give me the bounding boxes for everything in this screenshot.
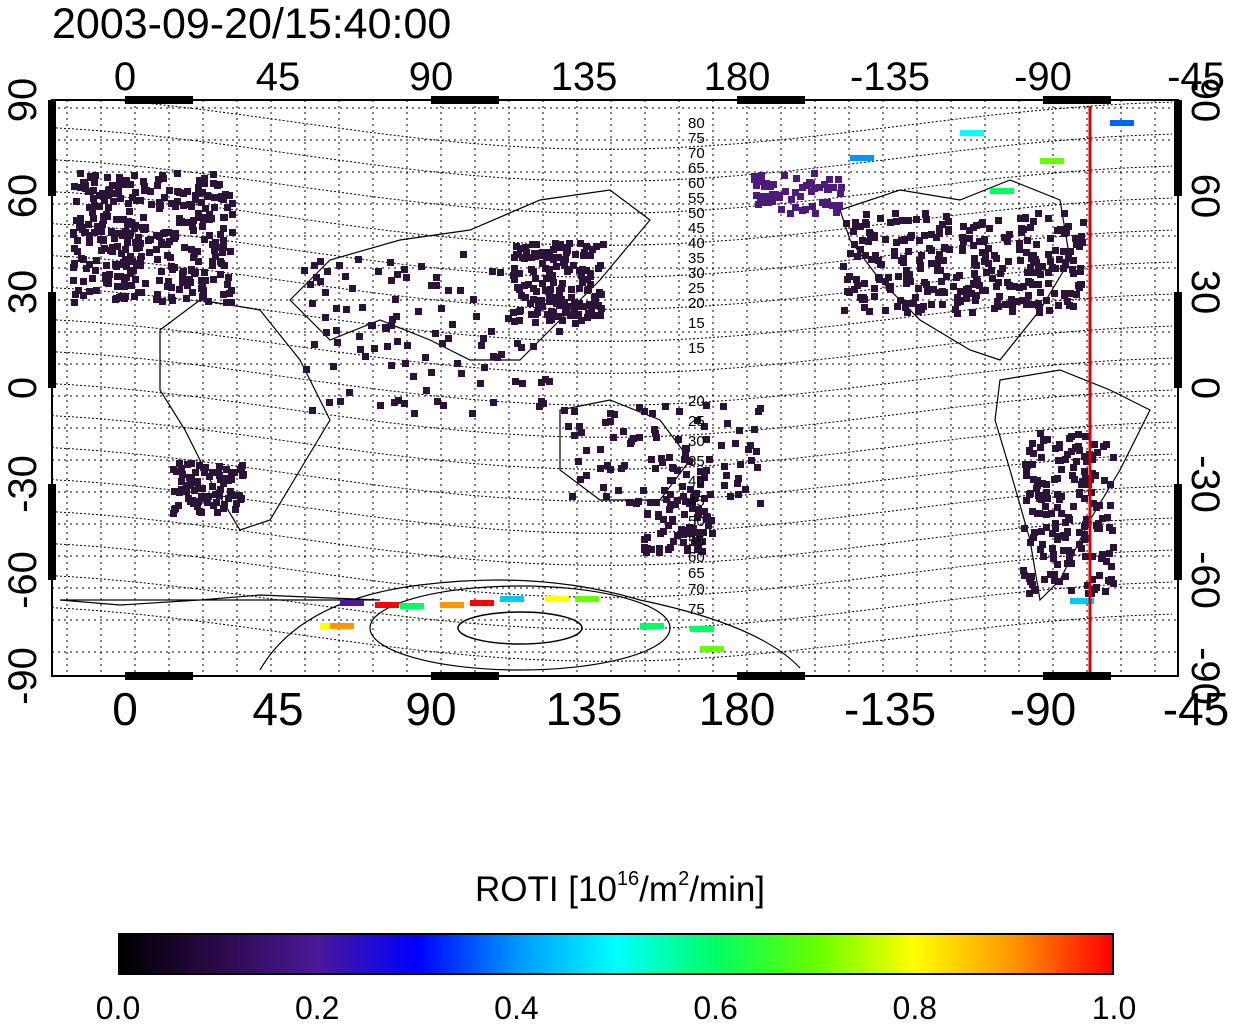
- right-lat-tick: -30: [1183, 455, 1227, 513]
- axis-tick-labels: 0045459090135135180180-135-135-90-90-45-…: [1, 55, 1229, 735]
- magnetic-latitude-contours: [52, 100, 1173, 671]
- top-lon-tick: -135: [850, 55, 930, 99]
- left-lat-tick: -30: [1, 455, 45, 513]
- svg-text:65: 65: [688, 160, 705, 177]
- svg-text:45: 45: [688, 220, 705, 237]
- svg-text:15: 15: [688, 340, 705, 357]
- right-lat-tick: 30: [1183, 270, 1227, 315]
- svg-text:70: 70: [688, 581, 705, 598]
- colorbar-tick-label: 0.0: [95, 990, 141, 1026]
- left-lat-tick: 90: [1, 78, 45, 123]
- top-lon-tick: -90: [1014, 55, 1072, 99]
- colorbar-tick-label: 0.8: [892, 990, 938, 1026]
- svg-text:50: 50: [688, 205, 705, 222]
- svg-text:35: 35: [688, 250, 705, 267]
- svg-text:50: 50: [688, 513, 705, 530]
- colorbar-title: ROTI [1016/m2/min]: [474, 868, 766, 909]
- colorbar-tick-label: 0.4: [494, 990, 539, 1026]
- svg-text:45: 45: [688, 493, 705, 510]
- left-lat-tick: 0: [1, 377, 45, 399]
- top-lon-tick: 90: [409, 55, 454, 99]
- right-lat-tick: -60: [1183, 551, 1227, 609]
- right-lat-tick: -90: [1183, 647, 1227, 705]
- svg-text:55: 55: [688, 533, 705, 550]
- svg-text:65: 65: [688, 565, 705, 582]
- contour-labels: 8075706560555045403530252015152025303540…: [688, 115, 705, 618]
- svg-text:80: 80: [688, 115, 705, 132]
- svg-text:60: 60: [688, 549, 705, 566]
- svg-text:60: 60: [688, 175, 705, 192]
- svg-text:70: 70: [688, 145, 705, 162]
- right-lat-tick: 0: [1183, 377, 1227, 399]
- bottom-lon-tick: -45: [1163, 683, 1229, 735]
- svg-text:55: 55: [688, 190, 705, 207]
- top-lon-tick: 135: [551, 55, 618, 99]
- left-lat-tick: 60: [1, 174, 45, 219]
- svg-text:30: 30: [688, 265, 705, 282]
- top-lon-tick: 180: [704, 55, 771, 99]
- timestamp-title: 2003-09-20/15:40:00: [52, 0, 452, 48]
- top-lon-tick: 45: [256, 55, 301, 99]
- right-lat-tick: 60: [1183, 174, 1227, 219]
- right-lat-tick: 90: [1183, 78, 1227, 123]
- left-lat-tick: 30: [1, 270, 45, 315]
- svg-text:20: 20: [688, 295, 705, 312]
- left-lat-tick: -60: [1, 551, 45, 609]
- left-lat-tick: -90: [1, 647, 45, 705]
- svg-text:35: 35: [688, 453, 705, 470]
- svg-text:20: 20: [688, 393, 705, 410]
- bottom-lon-tick: 180: [699, 683, 776, 735]
- svg-text:75: 75: [688, 130, 705, 147]
- colorbar: [118, 933, 1114, 975]
- bottom-lon-tick: -90: [1010, 683, 1076, 735]
- bottom-lon-tick: -135: [844, 683, 936, 735]
- colorbar-tick-label: 0.6: [693, 990, 738, 1026]
- frame-tick-bars: [48, 96, 1182, 680]
- roti-data-cells: [70, 120, 1134, 652]
- top-lon-tick: -45: [1167, 55, 1225, 99]
- svg-text:30: 30: [688, 433, 705, 450]
- svg-text:40: 40: [688, 473, 705, 490]
- bottom-lon-tick: 45: [252, 683, 303, 735]
- bottom-lon-tick: 135: [546, 683, 623, 735]
- bottom-lon-tick: 90: [405, 683, 456, 735]
- roti-world-map: 8075706560555045403530252015152025303540…: [1, 55, 1229, 735]
- graticule-grid: [52, 100, 1178, 676]
- svg-text:15: 15: [688, 315, 705, 332]
- svg-text:25: 25: [688, 280, 705, 297]
- colorbar-tick-label: 1.0: [1091, 990, 1137, 1026]
- svg-text:40: 40: [688, 235, 705, 252]
- svg-text:25: 25: [688, 413, 705, 430]
- bottom-lon-tick: 0: [112, 683, 138, 735]
- top-lon-tick: 0: [114, 55, 136, 99]
- svg-text:75: 75: [688, 601, 705, 618]
- colorbar-tick-label: 0.2: [294, 990, 340, 1026]
